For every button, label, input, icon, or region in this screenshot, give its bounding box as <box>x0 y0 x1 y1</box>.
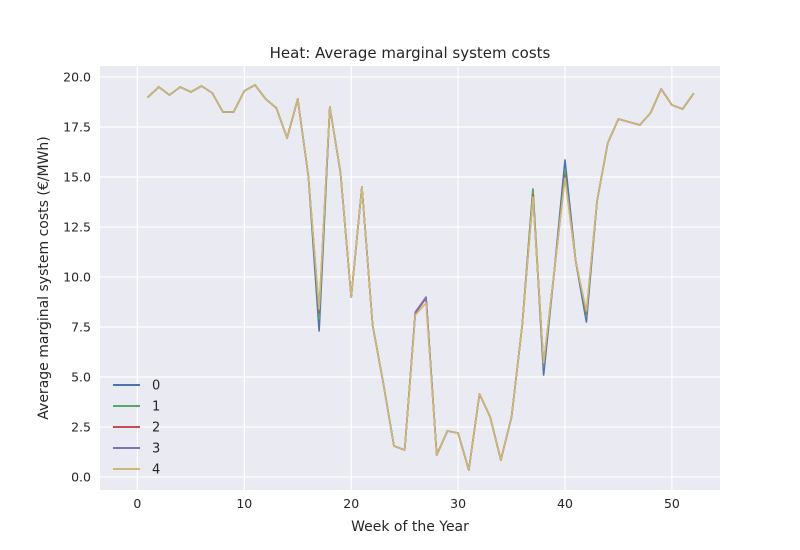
series-line-4 <box>147 84 695 471</box>
y-tick-labels: 0.0 2.5 5.0 7.5 10.0 12.5 15.0 17.5 20.0 <box>63 70 91 485</box>
x-tick-label: 10 <box>236 496 252 511</box>
y-tick-label: 15.0 <box>63 170 91 185</box>
x-tick-label: 20 <box>343 496 359 511</box>
legend: 0 1 2 3 4 <box>113 379 160 478</box>
legend-label-0: 0 <box>152 379 160 394</box>
y-tick-label: 0.0 <box>71 470 91 485</box>
x-tick-label: 30 <box>450 496 466 511</box>
y-tick-label: 20.0 <box>63 70 91 85</box>
y-tick-label: 17.5 <box>63 120 91 135</box>
y-tick-label: 7.5 <box>71 320 91 335</box>
y-tick-label: 5.0 <box>71 370 91 385</box>
x-tick-labels: 0 10 20 30 40 50 <box>133 496 679 511</box>
legend-label-4: 4 <box>152 463 160 478</box>
legend-label-3: 3 <box>152 442 160 457</box>
x-axis-label: Week of the Year <box>351 519 469 535</box>
chart-title: Heat: Average marginal system costs <box>270 44 551 62</box>
x-tick-label: 0 <box>133 496 141 511</box>
plot-area <box>100 66 720 490</box>
x-tick-label: 40 <box>557 496 573 511</box>
y-axis-label: Average marginal system costs (€/MWh) <box>36 136 52 419</box>
y-tick-label: 10.0 <box>63 270 91 285</box>
series-lines <box>147 84 695 471</box>
gridlines <box>100 66 720 490</box>
y-tick-label: 12.5 <box>63 220 91 235</box>
y-tick-label: 2.5 <box>71 420 91 435</box>
x-tick-label: 50 <box>664 496 680 511</box>
legend-label-2: 2 <box>152 421 160 436</box>
legend-label-1: 1 <box>152 400 160 415</box>
